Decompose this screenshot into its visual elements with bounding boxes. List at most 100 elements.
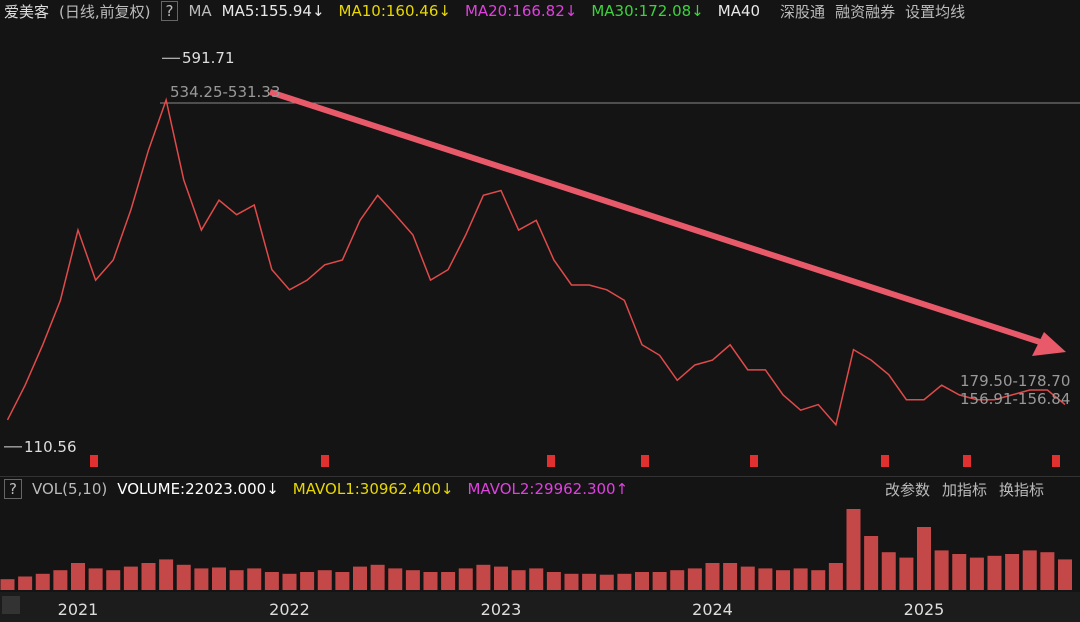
volume-bar — [106, 570, 121, 590]
volume-bar — [212, 567, 226, 590]
volume-bar — [71, 563, 85, 590]
volume-bar — [18, 576, 33, 590]
volume-bar — [723, 563, 738, 590]
volume-bar — [141, 563, 156, 590]
volume-bar — [494, 566, 508, 590]
volume-bar — [194, 568, 209, 590]
trend-arrow — [269, 89, 1041, 345]
volume-bar — [776, 570, 790, 590]
volume-bar — [0, 579, 15, 590]
indicator-button[interactable]: 改参数 — [884, 480, 930, 499]
volume-bar — [300, 572, 315, 590]
volume-bar — [1005, 554, 1020, 590]
ma-indicator: MA10:160.46↓ — [338, 2, 451, 20]
ma-indicator: MA5:155.94↓ — [221, 2, 325, 20]
indicator-button[interactable]: 加指标 — [941, 480, 987, 499]
volume-bar — [1040, 552, 1055, 590]
axis-bar — [0, 592, 1080, 622]
x-tick-label: 2025 — [904, 600, 945, 619]
toolbar: 爱美客 (日线,前复权) ? MA MA5:155.94↓ MA10:160.46… — [0, 0, 1080, 22]
ma-indicator: MA30:172.08↓ — [591, 2, 704, 20]
volume-bar — [617, 573, 632, 590]
volume-bar — [564, 573, 579, 590]
volume-indicator: MAVOL2:29962.300↑ — [467, 480, 629, 498]
volume-bar: ? VOL(5,10) VOLUME:22023.000↓ MAVOL1:3096… — [0, 476, 1080, 501]
volume-bar — [53, 570, 68, 590]
volume-indicator: MAVOL1:30962.400↓ — [292, 480, 454, 498]
toolbar-link[interactable]: 深股通 — [780, 2, 826, 21]
volume-bar — [88, 568, 103, 590]
volume-bar — [476, 564, 491, 590]
volume-bar — [952, 554, 967, 590]
volume-bar — [423, 572, 438, 590]
volume-bar — [35, 573, 50, 590]
x-tick-label: 2024 — [692, 600, 733, 619]
volume-indicator: VOLUME:22023.000↓ — [117, 480, 279, 498]
volume-bar — [529, 568, 544, 590]
volume-bar — [335, 572, 350, 590]
volume-bar — [934, 550, 949, 590]
level-label: 156.91-156.84 — [960, 390, 1070, 408]
ma-indicator: MA20:166.82↓ — [464, 2, 578, 20]
volume-bar — [582, 573, 597, 590]
volume-bar — [793, 568, 808, 590]
volume-bar — [864, 536, 879, 590]
volume-bar — [1022, 550, 1037, 590]
volume-bar — [264, 572, 279, 590]
volume-bar — [899, 557, 914, 590]
toolbar-link[interactable]: 融资融券 — [835, 2, 896, 21]
level-label: 179.50-178.70 — [960, 372, 1070, 390]
volume-bar — [917, 527, 931, 590]
volume-bar — [546, 572, 561, 590]
scroll-button[interactable] — [2, 596, 20, 614]
vol-name: VOL(5,10) — [31, 480, 108, 498]
volume-bar — [176, 564, 191, 590]
volume-bar — [405, 570, 420, 590]
ma: MA — [188, 2, 212, 20]
x-tick-label: 2021 — [58, 600, 99, 619]
volume-bar — [247, 568, 262, 590]
toolbar-link[interactable]: 设置均线 — [905, 2, 966, 21]
volume-bar — [635, 572, 649, 590]
volume-bar — [811, 570, 826, 590]
volume-bar — [828, 563, 843, 590]
volume-bar — [353, 566, 367, 590]
volume-bar — [881, 552, 896, 590]
volume-bar — [1058, 559, 1072, 590]
indicator-button[interactable]: 换指标 — [998, 480, 1044, 499]
volume-bar — [670, 570, 685, 590]
trend-arrow-head — [1032, 332, 1066, 356]
volume-bar — [987, 555, 1002, 590]
price-line — [6, 97, 1066, 427]
volume-bar — [159, 559, 174, 590]
volume-bar — [511, 570, 526, 590]
volume-bar — [282, 573, 297, 590]
volume-bar — [388, 568, 403, 590]
low-label: 110.56 — [24, 438, 77, 456]
volume-bar — [652, 572, 667, 590]
x-tick-label: 2023 — [481, 600, 522, 619]
volume-bar — [599, 574, 614, 590]
volume-bar — [317, 570, 332, 590]
volume-bar — [458, 568, 473, 590]
volume-bar — [740, 566, 755, 590]
volume-bar — [705, 563, 720, 590]
volume-bar — [687, 568, 702, 590]
volume-bar — [123, 566, 138, 590]
volume-bar — [758, 568, 773, 590]
level-label: 534.25-531.33 — [170, 83, 280, 101]
volume-bar — [441, 572, 456, 590]
mode: (日线,前复权) — [59, 2, 151, 21]
help[interactable]: ? — [4, 479, 22, 499]
volume-bar — [969, 557, 984, 590]
volume-bar — [370, 564, 385, 590]
x-tick-label: 2022 — [269, 600, 310, 619]
high-label: 591.71 — [182, 49, 235, 67]
signal-icons — [90, 455, 1060, 467]
volume-bar — [229, 570, 244, 590]
stock-name: 爱美客 — [4, 2, 50, 21]
help[interactable]: ? — [160, 1, 179, 21]
volume-bar — [846, 509, 861, 590]
